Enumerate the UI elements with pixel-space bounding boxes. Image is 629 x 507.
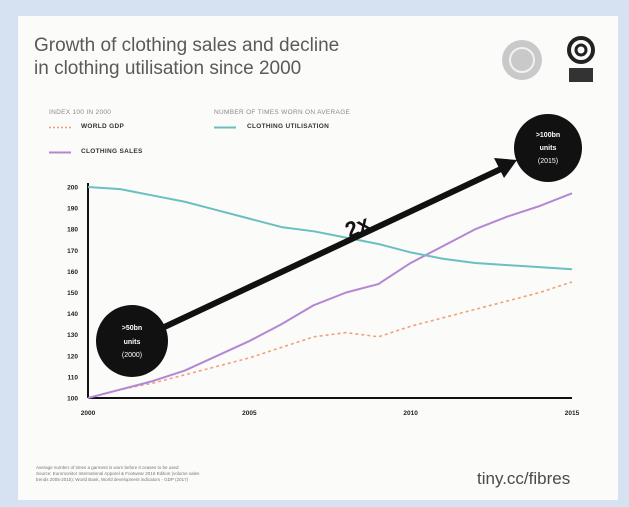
source-link[interactable]: tiny.cc/fibres	[477, 469, 571, 488]
utilisation-series-line	[87, 186, 573, 271]
end-bubble-line2: units	[540, 145, 557, 152]
y-tick-label: 100	[67, 396, 78, 403]
y-tick-label: 190	[67, 206, 78, 213]
y-tick-label: 170	[67, 248, 78, 255]
x-tick-label: 2000	[81, 410, 96, 417]
growth-arrow-shaft	[156, 165, 505, 333]
legend-label-gdp: WORLD GDP	[81, 123, 125, 130]
chart-title-line1: Growth of clothing sales and decline	[34, 35, 340, 56]
gdp-series-line	[87, 281, 573, 399]
start-bubble	[96, 305, 168, 377]
sales-series-line	[87, 192, 573, 399]
footnote-line: trends 2005-2015); World Bank, World dev…	[36, 477, 189, 482]
x-tick-label: 2005	[242, 410, 257, 417]
x-tick-label: 2015	[565, 410, 580, 417]
end-bubble-line3: (2015)	[538, 158, 558, 165]
y-tick-label: 120	[67, 353, 78, 360]
y-tick-label: 160	[67, 269, 78, 276]
y-tick-label: 180	[67, 227, 78, 234]
y-tick-label: 200	[67, 185, 78, 192]
legend-swatch-sales	[49, 151, 71, 154]
footnote-line: Source: Euromonitor International Appare…	[36, 471, 200, 476]
x-tick-label: 2010	[403, 410, 418, 417]
foundation-logo-icon	[567, 36, 595, 82]
y-tick-label: 110	[68, 374, 79, 381]
start-bubble-line2: units	[124, 339, 141, 346]
circular-economy-logo-icon	[502, 40, 542, 80]
legend-right-heading: NUMBER OF TIMES WORN ON AVERAGE	[214, 109, 351, 116]
legend-left-heading: INDEX 100 IN 2000	[49, 109, 112, 116]
source-footnote: Average number of times a garment is wor…	[36, 465, 336, 483]
footnote-line: Average number of times a garment is wor…	[36, 465, 179, 470]
y-tick-label: 140	[67, 311, 78, 318]
start-bubble-line1: >50bn	[122, 325, 142, 332]
chart-title-line2: in clothing utilisation since 2000	[34, 58, 302, 79]
y-tick-label: 150	[67, 290, 78, 297]
legend-label-utilisation: CLOTHING UTILISATION	[247, 123, 330, 130]
end-bubble	[514, 114, 582, 182]
legend-swatch-utilisation	[214, 126, 236, 129]
growth-arrow-head	[494, 158, 517, 178]
start-bubble-line3: (2000)	[122, 352, 142, 359]
y-tick-label: 130	[67, 332, 78, 339]
legend-label-sales: CLOTHING SALES	[81, 148, 143, 155]
end-bubble-line1: >100bn	[536, 132, 560, 139]
chart-title: Growth of clothing sales and decline in …	[34, 34, 454, 80]
